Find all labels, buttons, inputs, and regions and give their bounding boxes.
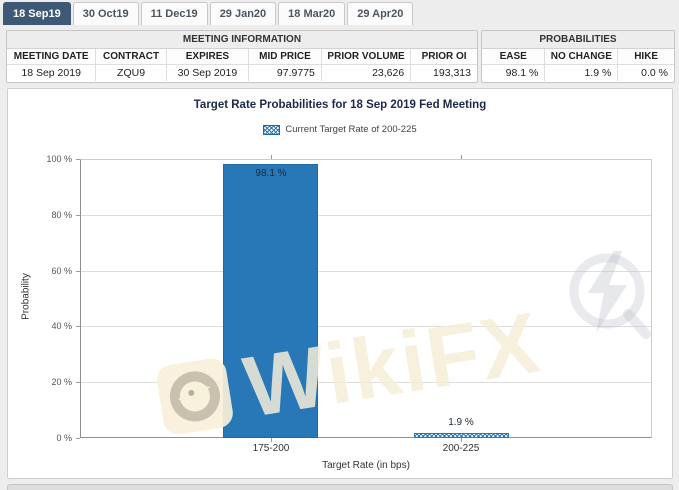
tab-29-jan20[interactable]: 29 Jan20 (209, 2, 277, 25)
col-expires: EXPIRES (166, 49, 250, 65)
x-tick-mark (271, 438, 272, 442)
x-axis-title: Target Rate (in bps) (322, 460, 410, 471)
y-tick-label: 0 % (56, 433, 72, 443)
y-tick-label: 60 % (51, 266, 72, 276)
meeting-date-value: 18 Sep 2019 (7, 65, 97, 81)
probabilities-title: PROBABILITIES (482, 31, 674, 49)
prior-volume-value: 23,626 (322, 65, 412, 81)
chart-title: Target Rate Probabilities for 18 Sep 201… (193, 99, 487, 111)
legend-crosshatch-swatch-icon (263, 124, 281, 135)
x-tick-label: 175-200 (252, 443, 290, 454)
next-section-strip[interactable] (7, 484, 673, 490)
col-meeting-date: MEETING DATE (7, 49, 97, 65)
y-tick-label: 40 % (51, 321, 72, 331)
ease-value: 98.1 % (482, 65, 546, 81)
x-tick-mark-top (271, 155, 272, 159)
probability-chart-panel: Target Rate Probabilities for 18 Sep 201… (7, 88, 673, 479)
meeting-information-title: MEETING INFORMATION (7, 31, 477, 49)
y-tick-mark (76, 159, 80, 160)
tab-29-apr20[interactable]: 29 Apr20 (347, 2, 414, 25)
col-ease: EASE (482, 49, 546, 65)
prior-oi-value: 193,313 (433, 67, 471, 79)
probabilities-value-row: 98.1 % 1.9 % 0.0 % (482, 65, 674, 81)
contract-value: ZQU9 (96, 65, 167, 81)
expires-value: 30 Sep 2019 (167, 65, 250, 81)
y-tick-mark (76, 271, 80, 272)
legend-label: Current Target Rate of 200-225 (285, 124, 417, 135)
meeting-information-value-row: 18 Sep 2019 ZQU9 30 Sep 2019 97.9775 23,… (7, 65, 477, 81)
bar-175-200 (223, 164, 318, 438)
meeting-information-header-row: MEETING DATE CONTRACT EXPIRES MID PRICE … (7, 49, 477, 65)
col-no-change: NO CHANGE (545, 49, 619, 65)
y-tick-label: 80 % (51, 210, 72, 220)
meeting-date-tabs: 18 Sep19 30 Oct19 11 Dec19 29 Jan20 18 M… (3, 2, 414, 25)
bar-value-label: 98.1 % (255, 168, 287, 179)
tab-18-sep19[interactable]: 18 Sep19 (3, 2, 71, 25)
chart-legend: Current Target Rate of 200-225 (8, 124, 672, 135)
hike-value: 0.0 % (641, 67, 668, 79)
no-change-value: 1.9 % (545, 65, 619, 81)
bar-200-225 (414, 433, 509, 438)
col-prior-oi: PRIOR OI (411, 49, 477, 65)
col-hike: HIKE (618, 49, 674, 65)
y-tick-mark (76, 326, 80, 327)
x-tick-mark (461, 438, 462, 442)
tab-18-mar20[interactable]: 18 Mar20 (278, 2, 346, 25)
y-tick-mark (76, 382, 80, 383)
col-mid-price: MID PRICE (249, 49, 322, 65)
probabilities-header-row: EASE NO CHANGE HIKE (482, 49, 674, 65)
col-contract: CONTRACT (96, 49, 167, 65)
probabilities-panel: PROBABILITIES EASE NO CHANGE HIKE 98.1 %… (481, 30, 675, 83)
x-tick-mark-top (461, 155, 462, 159)
tab-30-oct19[interactable]: 30 Oct19 (72, 2, 139, 25)
y-tick-label: 20 % (51, 377, 72, 387)
bar-value-label: 1.9 % (448, 417, 474, 428)
plot-area (80, 159, 652, 438)
tab-11-dec19[interactable]: 11 Dec19 (140, 2, 208, 25)
y-gridline (81, 271, 651, 272)
y-gridline (81, 215, 651, 216)
mid-price-value: 97.9775 (249, 65, 322, 81)
col-prior-volume: PRIOR VOLUME (321, 49, 412, 65)
meeting-information-panel: MEETING INFORMATION MEETING DATE CONTRAC… (6, 30, 478, 83)
y-tick-label: 100 % (46, 154, 72, 164)
y-tick-mark (76, 438, 80, 439)
x-tick-label: 200-225 (442, 443, 480, 454)
y-gridline (81, 326, 651, 327)
y-tick-mark (76, 215, 80, 216)
y-gridline (81, 382, 651, 383)
